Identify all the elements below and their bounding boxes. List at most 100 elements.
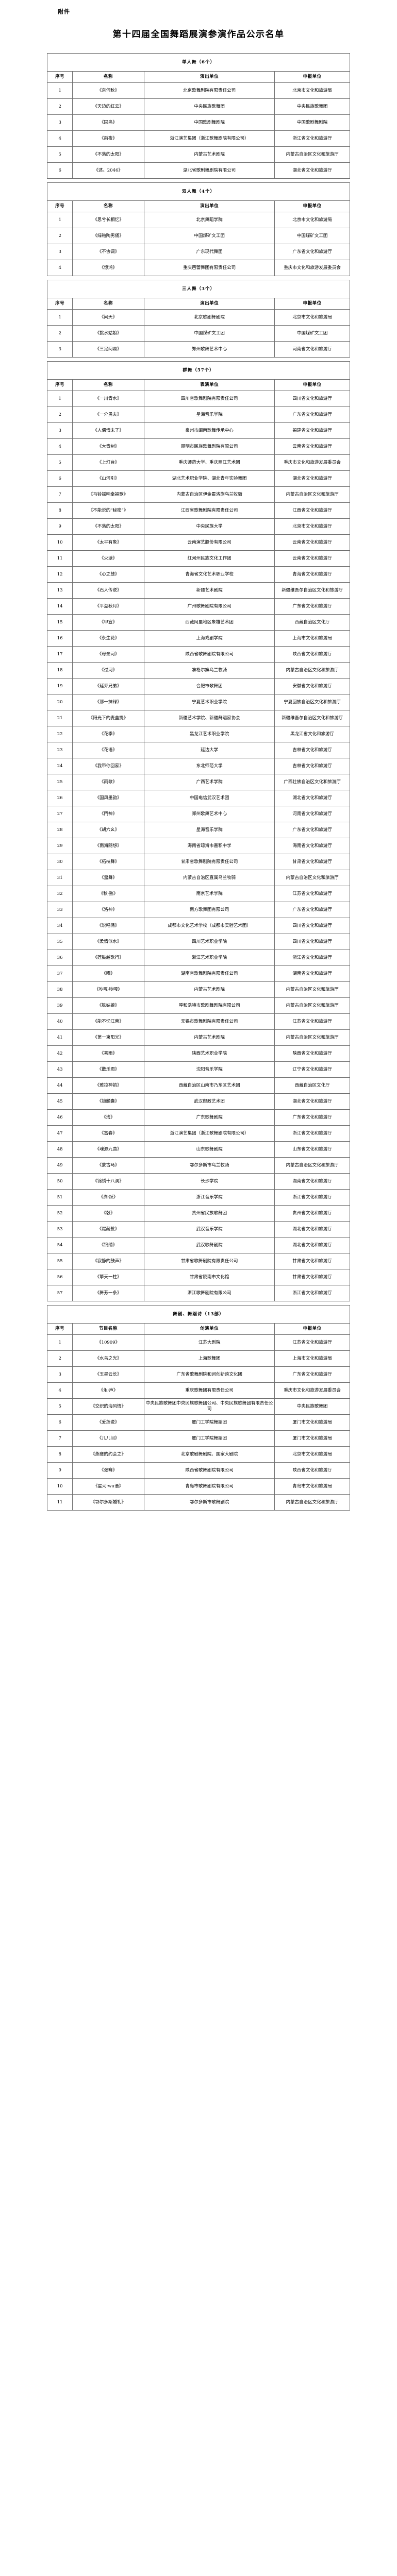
- column-header-name: 名称: [72, 298, 144, 310]
- table-row: 6 《山河引》 湖北艺术职业学院、湖北青年实验舞团 湖北省文化和旅游厅: [46, 470, 350, 487]
- cell-unit: 郑州歌舞艺术中心: [143, 806, 275, 822]
- cell-unit: 南方歌舞团有限公司: [143, 902, 275, 918]
- cell-idx: 48: [46, 1141, 73, 1158]
- cell-idx: 34: [46, 918, 73, 934]
- cell-name: 《玉星云长》: [72, 1366, 144, 1383]
- table-row: 31 《盅舞》 内蒙古自治区直属乌兰牧骑 内蒙古自治区文化和旅游厅: [46, 870, 350, 886]
- cell-apply: 云南省文化和旅游厅: [274, 438, 350, 455]
- table-row: 1 《奈何秋》 北京歌舞剧院有限责任公司 北京市文化和旅游局: [46, 82, 350, 99]
- cell-name: 《莲鼓越歌行》: [72, 950, 144, 966]
- table-row: 3 《玉星云长》 广东省歌舞剧院和诃创新跨文化团 广东省文化和旅游厅: [46, 1366, 350, 1383]
- table-row: 15 《甲宣》 西藏阿里地区象雄艺术团 西藏自治区文化厅: [46, 614, 350, 631]
- cell-idx: 6: [46, 470, 73, 487]
- cell-apply: 浙江省文化和旅游厅: [274, 1189, 350, 1206]
- cell-apply: 甘肃省文化和旅游厅: [274, 854, 350, 870]
- table-row: 54 《锦绣》 武汉歌舞剧院 湖北省文化和旅游厅: [46, 1237, 350, 1253]
- cell-name: 《水鸟之光》: [72, 1350, 144, 1367]
- cell-apply: 云南省文化和旅游厅: [274, 550, 350, 567]
- cell-unit: 青岛市歌舞剧院有限公司: [143, 1478, 275, 1495]
- table-row: 10 《太平有象》 云南演艺股份有限公司 云南省文化和旅游厅: [46, 534, 350, 551]
- cell-apply: 辽宁省文化和旅游厅: [274, 1061, 350, 1078]
- section-table: 三人舞（3个） 序号 名称 演出单位 申报单位 1 《问天》 北京歌剧舞剧院 北京市文化和旅游局…: [46, 280, 350, 358]
- cell-idx: 52: [46, 1205, 73, 1222]
- cell-name: 《花语》: [72, 742, 144, 758]
- cell-unit: 星海音乐学院: [143, 406, 275, 423]
- cell-unit: 内蒙古自治区伊金霍洛旗乌兰牧骑: [143, 486, 275, 503]
- cell-unit: 昆明市民族歌舞剧院有限公司: [143, 438, 275, 455]
- cell-idx: 11: [46, 550, 73, 567]
- cell-unit: 北京歌剧舞剧院、国家大剧院: [143, 1446, 275, 1463]
- cell-unit: 广东省歌舞剧院和诃创新跨文化团: [143, 1366, 275, 1383]
- cell-apply: 内蒙古自治区文化和旅游厅: [274, 981, 350, 998]
- section-title: 三人舞（3个）: [47, 280, 350, 298]
- cell-idx: 26: [46, 790, 73, 806]
- cell-apply: 西藏自治区文化厅: [274, 614, 350, 631]
- cell-apply: 北京市文化和旅游局: [274, 212, 350, 228]
- table-row: 7 《马铃摇响幸福歌》 内蒙古自治区伊金霍洛旗乌兰牧骑 内蒙古自治区文化和旅游厅: [46, 486, 350, 503]
- table-row: 3 《囚鸟》 中国歌剧舞剧院 中国歌剧舞剧院: [46, 114, 350, 131]
- cell-apply: 湖北省文化和旅游厅: [274, 1221, 350, 1238]
- cell-name: 《人偶情未了》: [72, 422, 144, 439]
- cell-apply: 山东省文化和旅游厅: [274, 1141, 350, 1158]
- table-row: 11 《火塘》 红河州民族文化工作团 云南省文化和旅游厅: [46, 550, 350, 567]
- cell-idx: 3: [46, 422, 73, 439]
- cell-idx: 4: [46, 1382, 73, 1399]
- cell-name: 《洛神》: [72, 902, 144, 918]
- cell-name: 《蒙古马》: [72, 1157, 144, 1174]
- table-row: 2 《绿釉陶男俑》 中国煤矿文工团 中国煤矿文工团: [46, 228, 350, 244]
- table-row: 1 《问天》 北京歌剧舞剧院 北京市文化和旅游局: [46, 309, 350, 326]
- table-row: 3 《人偶情未了》 泉州市闽南歌舞传承中心 福建省文化和旅游厅: [46, 422, 350, 439]
- table-row: 38 《吵嘎·吵嘎》 内蒙古艺术剧院 内蒙古自治区文化和旅游厅: [46, 981, 350, 998]
- cell-idx: 51: [46, 1189, 73, 1206]
- cell-apply: 内蒙古自治区文化和旅游厅: [274, 870, 350, 886]
- cell-apply: 广西壮族自治区文化和旅游厅: [274, 774, 350, 790]
- cell-apply: 江苏省文化和旅游厅: [274, 1334, 350, 1351]
- cell-name: 《绿釉陶男俑》: [72, 228, 144, 244]
- cell-idx: 27: [46, 806, 73, 822]
- cell-unit: 鄂尔多斯市乌兰牧骑: [143, 1157, 275, 1174]
- table-row: 35 《柔情似水》 四川艺术职业学院 四川省文化和旅游厅: [46, 934, 350, 950]
- cell-apply: 湖北省文化和旅游厅: [274, 1093, 350, 1110]
- table-row: 6 《爱莲说》 厦门工学院舞蹈团 厦门市文化和旅游局: [46, 1414, 350, 1431]
- table-row: 5 《不落的太阳》 内蒙古艺术剧院 内蒙古自治区文化和旅游厅: [46, 146, 350, 163]
- cell-name: 《盅舞》: [72, 870, 144, 886]
- cell-unit: 星海音乐学院: [143, 822, 275, 838]
- cell-unit: 宁夏艺术职业学院: [143, 694, 275, 710]
- cell-idx: 45: [46, 1093, 73, 1110]
- cell-unit: 内蒙古艺术剧院: [143, 1029, 275, 1046]
- cell-idx: 7: [46, 1430, 73, 1447]
- cell-name: 《国风墨韵》: [72, 790, 144, 806]
- cell-idx: 24: [46, 758, 73, 774]
- table-row: 19 《延乔兄弟》 合肥市歌舞团 安徽省文化和旅游厅: [46, 678, 350, 694]
- table-row: 33 《洛神》 南方歌舞团有限公司 广东省文化和旅游厅: [46, 902, 350, 918]
- cell-idx: 44: [46, 1077, 73, 1094]
- table-row: 4 《前夜》 浙江演艺集团（浙江歌舞剧院有限公司） 浙江省文化和旅游厅: [46, 130, 350, 147]
- cell-apply: 湖北省文化和旅游厅: [274, 790, 350, 806]
- cell-apply: 黑龙江省文化和旅游厅: [274, 726, 350, 742]
- table-row: 3 《三足问鼎》 郑州歌舞艺术中心 河南省文化和旅游厅: [46, 341, 350, 358]
- cell-idx: 2: [46, 1350, 73, 1367]
- cell-apply: 福建省文化和旅游厅: [274, 422, 350, 439]
- cell-name: 《母亲河》: [72, 646, 144, 663]
- cell-name: 《囚鸟》: [72, 114, 144, 131]
- cell-idx: 3: [46, 114, 73, 131]
- cell-unit: 广东现代舞团: [143, 244, 275, 260]
- cell-apply: 上海市文化和旅游局: [274, 630, 350, 647]
- cell-apply: 陕西省文化和旅游厅: [274, 1462, 350, 1479]
- table-row: 8 《燕蹇的约会之》 北京歌剧舞剧院、国家大剧院 北京市文化和旅游局: [46, 1446, 350, 1463]
- cell-idx: 5: [46, 1398, 73, 1415]
- table-row: 17 《母亲河》 陕西省歌舞剧院有限公司 陕西省文化和旅游厅: [46, 646, 350, 663]
- cell-unit: 浙江演艺集团（浙江歌舞剧院有限公司）: [143, 130, 275, 147]
- table-row: 4 《永·声》 重庆歌舞团有限责任公司 重庆市文化和旅游发展委员会: [46, 1382, 350, 1399]
- cell-apply: 广东省文化和旅游厅: [274, 244, 350, 260]
- cell-name: 《舞芳一条》: [72, 1285, 144, 1301]
- cell-unit: 泉州市闽南歌舞传承中心: [143, 422, 275, 439]
- cell-name: 《永·声》: [72, 1382, 144, 1399]
- cell-idx: 32: [46, 886, 73, 902]
- column-header-apply: 申报单位: [274, 379, 350, 391]
- cell-idx: 57: [46, 1285, 73, 1301]
- cell-apply: 厦门市文化和旅游局: [274, 1414, 350, 1431]
- column-header-unit: 演出单位: [143, 298, 275, 310]
- cell-apply: 四川省文化和旅游厅: [274, 918, 350, 934]
- cell-unit: 甘肃省歌舞剧院有限责任公司: [143, 854, 275, 870]
